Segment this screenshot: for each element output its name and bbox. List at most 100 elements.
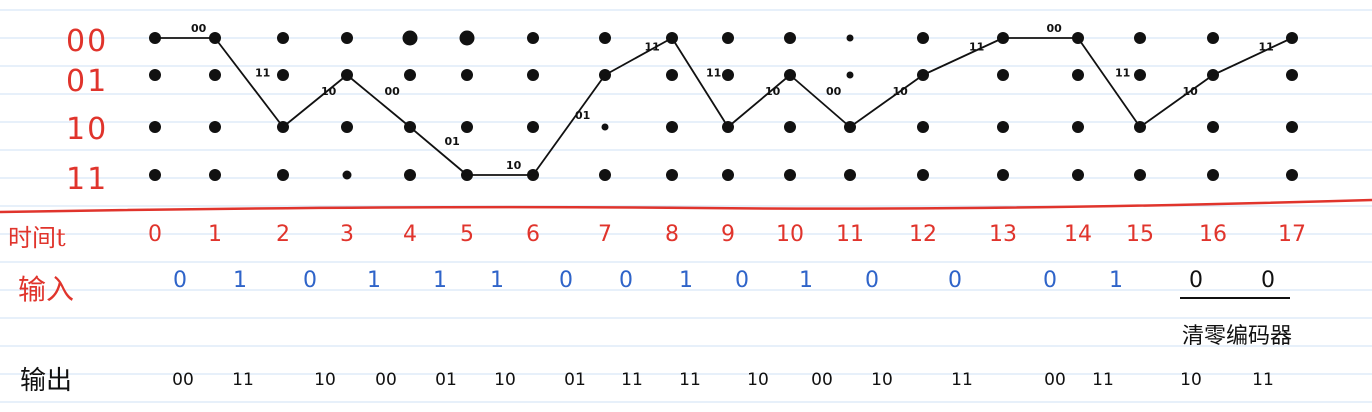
trellis-node [784, 121, 796, 133]
trellis-node [1286, 69, 1298, 81]
branch-label: 10 [1183, 85, 1199, 98]
branch-label: 11 [969, 41, 984, 54]
state-label: 11 [66, 162, 109, 197]
input-bit: 0 [559, 268, 573, 293]
time-tick: 2 [276, 222, 290, 247]
output-symbol: 00 [375, 370, 397, 390]
trellis-node [846, 34, 854, 42]
trellis-node [209, 169, 221, 181]
time-tick: 10 [776, 222, 804, 247]
output-symbol: 10 [314, 370, 336, 390]
state-label: 01 [66, 64, 109, 99]
trellis-node [1134, 69, 1146, 81]
branch-label: 10 [893, 85, 909, 98]
trellis-node [404, 169, 416, 181]
trellis-node [459, 30, 475, 46]
trellis-node [402, 30, 418, 46]
output-symbol: 11 [1092, 370, 1114, 390]
output-symbol: 10 [1180, 370, 1202, 390]
trellis-node [601, 123, 609, 131]
input-bit: 0 [735, 268, 749, 293]
input-bit: 0 [865, 268, 879, 293]
time-tick: 12 [909, 222, 937, 247]
trellis-node [666, 169, 678, 181]
trellis-node [917, 169, 929, 181]
input-bit: 1 [1109, 268, 1123, 293]
output-symbol: 01 [564, 370, 586, 390]
input-bit: 1 [233, 268, 247, 293]
trellis-node [342, 170, 352, 180]
trellis-node [917, 121, 929, 133]
trellis-node [461, 121, 473, 133]
branch-labels: 00 11 10 00 01 10 01 11 11 10 00 10 11 00 11 10 11 [191, 22, 1274, 172]
trellis-node [1072, 69, 1084, 81]
branch-label: 10 [765, 85, 781, 98]
trellis-node [1286, 169, 1298, 181]
trellis-node [209, 121, 221, 133]
flush-encoder-note: 清零编码器 [1182, 324, 1293, 349]
trellis-node [1207, 121, 1219, 133]
trellis-node [341, 32, 353, 44]
branch-label: 01 [445, 135, 460, 148]
input-bit: 0 [1261, 268, 1275, 293]
trellis-node [277, 169, 289, 181]
output-symbol: 00 [811, 370, 833, 390]
time-tick: 5 [460, 222, 474, 247]
time-tick: 14 [1064, 222, 1092, 247]
branch-label: 00 [826, 85, 842, 98]
output-symbol: 10 [871, 370, 893, 390]
branch-label: 11 [645, 41, 660, 54]
time-tick: 4 [403, 222, 417, 247]
trellis-node [722, 69, 734, 81]
input-bit: 0 [1043, 268, 1057, 293]
trellis-node [527, 121, 539, 133]
input-bit: 0 [619, 268, 633, 293]
trellis-node [784, 169, 796, 181]
time-tick: 17 [1278, 222, 1306, 247]
trellis-node [1072, 121, 1084, 133]
trellis-node [722, 32, 734, 44]
trellis-node [846, 71, 854, 79]
trellis-node [666, 69, 678, 81]
red-baseline [0, 198, 1372, 214]
trellis-node [461, 69, 473, 81]
output-symbol: 01 [435, 370, 457, 390]
output-symbol: 11 [679, 370, 701, 390]
state-label: 00 [66, 24, 109, 59]
trellis-node [277, 69, 289, 81]
trellis-node [844, 169, 856, 181]
time-tick: 8 [665, 222, 679, 247]
trellis-node [1207, 169, 1219, 181]
trellis-node [149, 169, 161, 181]
branch-label: 11 [706, 67, 721, 80]
survivor-path-line [155, 37, 1293, 176]
output-symbol: 11 [232, 370, 254, 390]
trellis-node [784, 32, 796, 44]
trellis-node [666, 121, 678, 133]
trellis-node [722, 169, 734, 181]
output-row-header: 输出 [20, 366, 73, 396]
branch-label: 00 [191, 22, 207, 35]
trellis-node [149, 69, 161, 81]
notebook-ruling [0, 9, 1372, 403]
time-tick: 6 [526, 222, 540, 247]
trellis-node [997, 169, 1009, 181]
trellis-node [1286, 121, 1298, 133]
baseline-stroke [0, 198, 1372, 214]
trellis-node [917, 32, 929, 44]
trellis-node [341, 121, 353, 133]
trellis-node [209, 69, 221, 81]
time-tick: 13 [989, 222, 1017, 247]
input-bit: 1 [433, 268, 447, 293]
branch-label: 11 [255, 67, 270, 80]
time-tick: 7 [598, 222, 612, 247]
trellis-node [1207, 32, 1219, 44]
input-bit: 0 [1189, 268, 1203, 293]
output-symbol: 11 [951, 370, 973, 390]
branch-label: 10 [321, 85, 337, 98]
state-label: 10 [66, 112, 109, 147]
input-bit: 1 [490, 268, 504, 293]
trellis-node [277, 32, 289, 44]
input-bit: 0 [948, 268, 962, 293]
trellis-node [599, 169, 611, 181]
